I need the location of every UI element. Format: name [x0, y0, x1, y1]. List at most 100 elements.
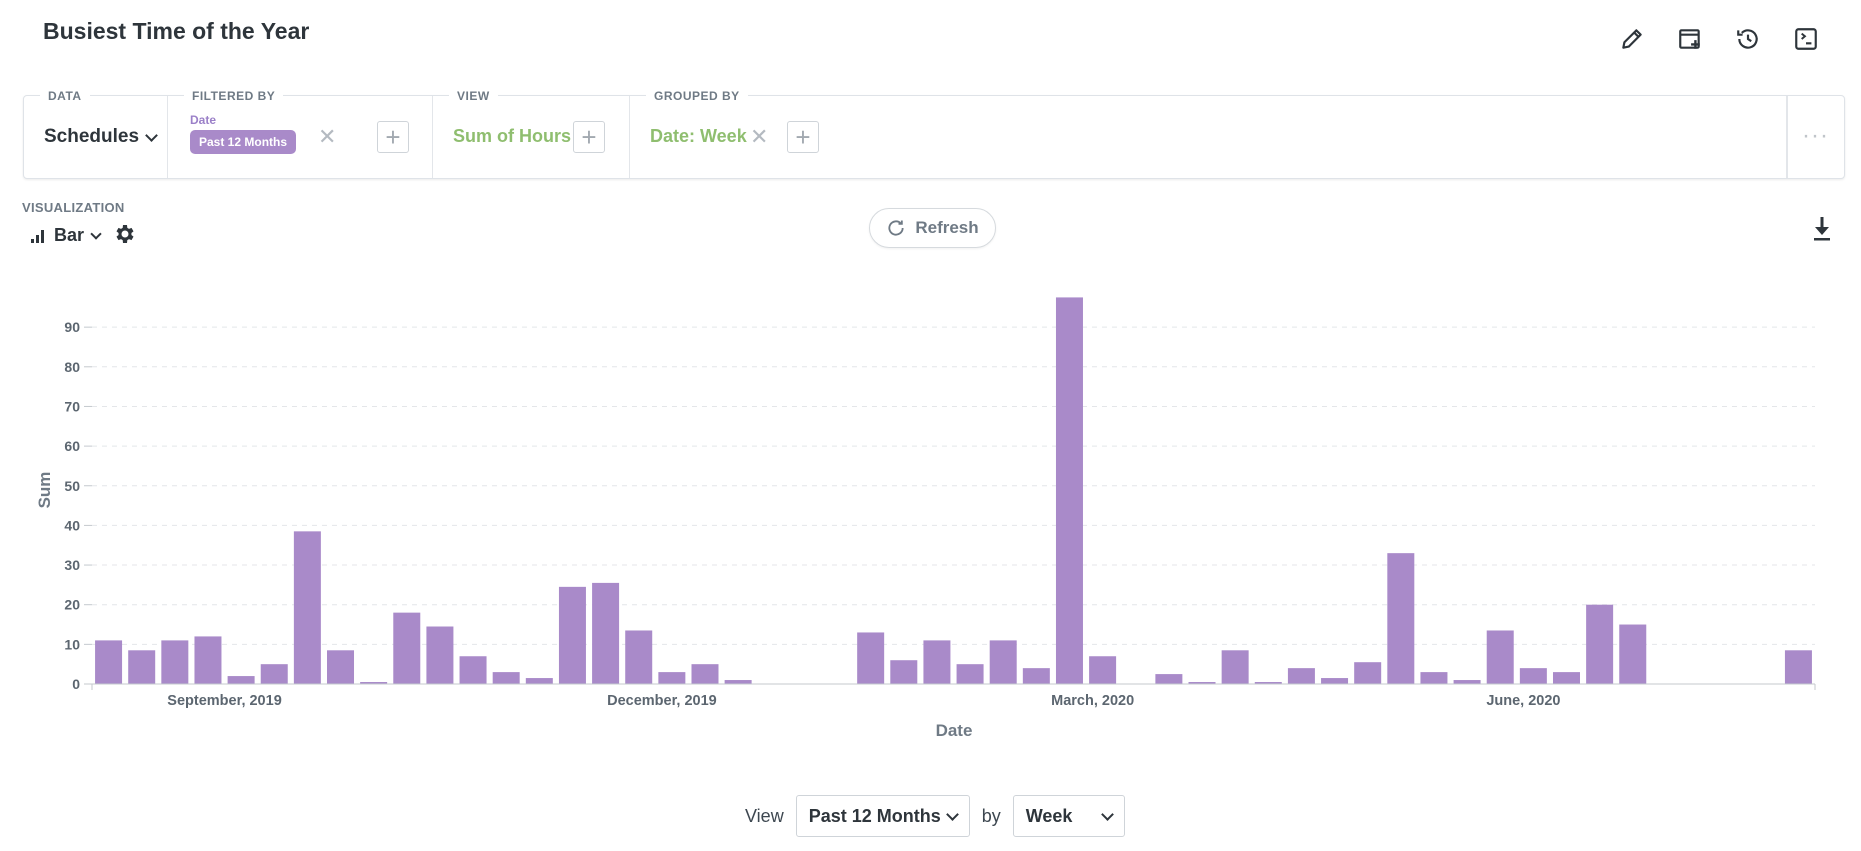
chart-bar[interactable] [923, 640, 951, 684]
data-source-select[interactable]: Schedules [44, 126, 158, 148]
add-filter-button[interactable]: + [377, 121, 409, 153]
bottom-period-controls: View Past 12 Months by Week [745, 795, 1125, 837]
chart-bar[interactable] [1089, 656, 1117, 684]
period-select[interactable]: Past 12 Months [795, 795, 970, 837]
chart-bar[interactable] [1221, 650, 1249, 684]
history-icon [1737, 29, 1758, 49]
chart-bar[interactable] [426, 626, 454, 684]
history-button[interactable] [1733, 24, 1763, 54]
chart-bar[interactable] [1784, 650, 1812, 684]
chart-bar[interactable] [724, 680, 752, 684]
chart-bar[interactable] [194, 636, 222, 684]
chart-bars [95, 297, 1812, 684]
remove-group-close-icon[interactable]: ✕ [750, 124, 769, 149]
chart-bar[interactable] [1519, 668, 1547, 684]
filter-value-badge[interactable]: Past 12 Months [190, 130, 297, 154]
y-tick-label: 50 [64, 478, 80, 494]
chart-bar[interactable] [492, 672, 520, 684]
gear-icon[interactable] [112, 222, 136, 246]
chart-axes: 0 10 20 30 40 50 60 70 80 90 September, 2019 Decemb… [35, 319, 1816, 740]
chevron-down-icon [90, 227, 102, 240]
chart-bar[interactable] [1188, 682, 1216, 684]
chart-bar[interactable] [1321, 678, 1349, 684]
chart-bar[interactable] [1354, 662, 1382, 684]
filter-section: FILTERED BY Date Past 12 Months ✕ + [168, 89, 433, 178]
refresh-icon [888, 220, 904, 236]
chart-bar[interactable] [989, 640, 1017, 684]
y-tick-label: 10 [64, 636, 80, 652]
add-to-dashboard-button[interactable] [1675, 24, 1705, 54]
remove-filter-close-icon[interactable]: ✕ [318, 124, 337, 149]
add-to-dashboard-icon [1679, 29, 1700, 49]
chevron-down-icon [945, 807, 959, 821]
sql-console-button[interactable] [1791, 24, 1821, 54]
by-label: by [981, 805, 1001, 826]
chart-bar[interactable] [1453, 680, 1481, 684]
chart-bar[interactable] [128, 650, 156, 684]
chart-bar[interactable] [227, 676, 255, 684]
chart-bar[interactable] [625, 630, 653, 684]
data-source-value: Schedules [44, 126, 140, 147]
chart-bar[interactable] [1022, 668, 1050, 684]
bar-chart-icon [31, 229, 44, 243]
chart-bar[interactable] [1586, 604, 1614, 684]
y-tick-label: 20 [64, 597, 80, 613]
x-tick-label: December, 2019 [607, 693, 717, 709]
filter-section-label: FILTERED BY [184, 89, 284, 103]
add-group-button[interactable]: + [787, 121, 819, 153]
chart-bar[interactable] [459, 656, 487, 684]
y-tick-label: 70 [64, 398, 80, 414]
chart-bar[interactable] [956, 664, 984, 684]
chart-bar[interactable] [1254, 682, 1282, 684]
chart-bar[interactable] [161, 640, 189, 684]
view-metric[interactable]: Sum of Hours [453, 126, 572, 146]
y-axis-title: Sum [35, 472, 54, 509]
chart-bar[interactable] [691, 664, 719, 684]
chart-bar[interactable] [525, 678, 553, 684]
chart-bar[interactable] [1552, 672, 1580, 684]
chart-bar[interactable] [327, 650, 355, 684]
data-section: DATA Schedules [24, 89, 168, 178]
more-options-icon[interactable]: ··· [1802, 122, 1829, 149]
plus-icon: + [385, 121, 401, 152]
edit-button[interactable] [1617, 24, 1647, 54]
chart-bar[interactable] [1486, 630, 1514, 684]
chart-bar[interactable] [360, 682, 388, 684]
view-section-label: VIEW [449, 89, 498, 103]
chart-bar[interactable] [1619, 624, 1647, 684]
visualization-type-select[interactable]: Bar [30, 225, 102, 246]
chart-bar[interactable] [260, 664, 288, 684]
chart-bar[interactable] [1387, 553, 1415, 684]
unit-select[interactable]: Week [1012, 795, 1125, 837]
view-section: VIEW Sum of Hours + [433, 89, 630, 178]
chart-bar[interactable] [857, 632, 885, 684]
chart-bar[interactable] [1055, 297, 1083, 684]
visualization-label: VISUALIZATION [22, 200, 125, 215]
y-tick-label: 40 [64, 517, 80, 533]
chart-bar[interactable] [592, 582, 620, 684]
chart-bar[interactable] [558, 586, 586, 684]
refresh-button[interactable]: Refresh [869, 208, 996, 248]
chart-bar[interactable] [95, 640, 123, 684]
download-icon[interactable] [1810, 215, 1834, 241]
x-tick-label: June, 2020 [1486, 693, 1560, 709]
add-metric-button[interactable]: + [573, 121, 605, 153]
chevron-down-icon [145, 128, 158, 142]
chart-bar[interactable] [1155, 674, 1183, 684]
x-tick-label: September, 2019 [167, 693, 281, 709]
chart-bar[interactable] [658, 672, 686, 684]
filter-chip[interactable]: Date Past 12 Months [190, 113, 297, 154]
chart-bar[interactable] [890, 660, 918, 684]
filter-field-name: Date [190, 113, 217, 127]
chart-bar[interactable] [393, 612, 421, 684]
query-builder: DATA Schedules FILTERED BY Date Past 12 … [23, 89, 1845, 179]
chart-bar[interactable] [1420, 672, 1448, 684]
top-actions [1617, 24, 1821, 54]
visualization-type-value: Bar [54, 225, 85, 245]
chart-bar[interactable] [1287, 668, 1315, 684]
group-by-value[interactable]: Date: Week [650, 126, 747, 146]
y-tick-label: 90 [64, 319, 80, 335]
chart-bar[interactable] [293, 531, 321, 684]
y-tick-label: 60 [64, 438, 80, 454]
plus-icon: + [581, 121, 597, 152]
